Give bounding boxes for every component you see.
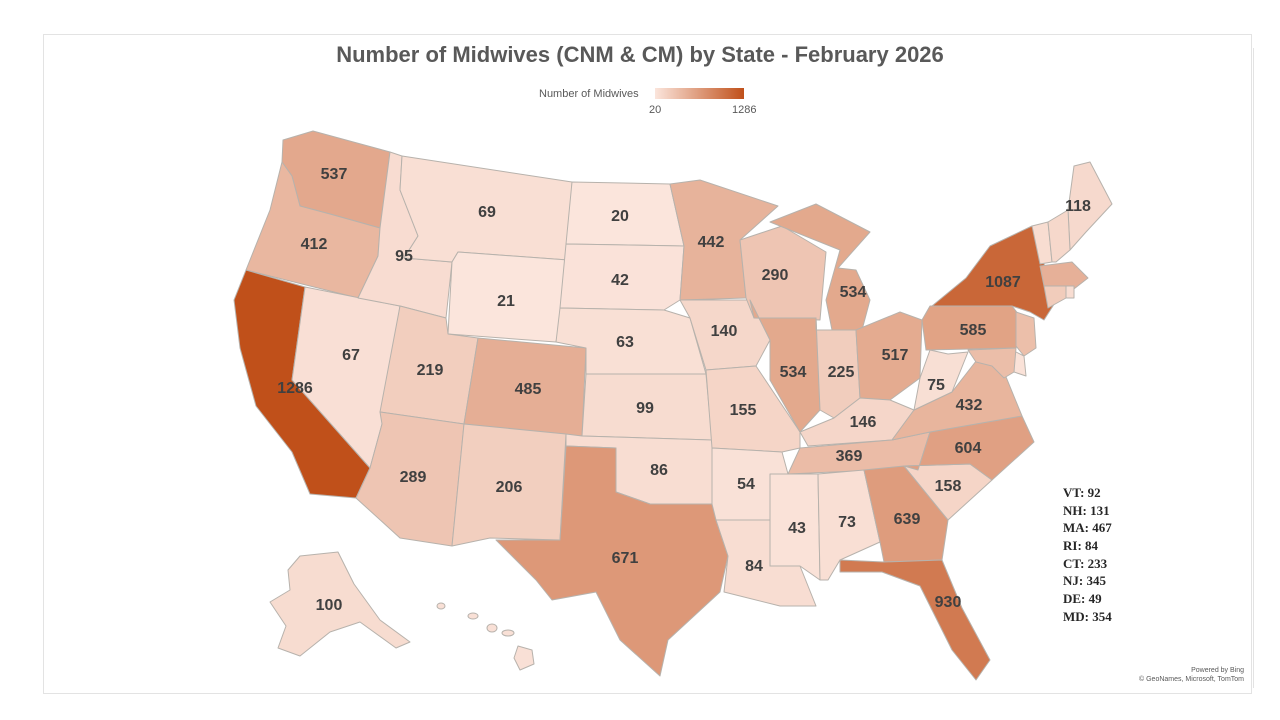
- label-ar: 54: [737, 476, 755, 493]
- list-item: DE: 49: [1063, 591, 1102, 607]
- label-ut: 219: [417, 362, 444, 379]
- state-nj[interactable]: [1015, 311, 1037, 357]
- label-mi: 534: [840, 284, 867, 301]
- label-wv: 75: [927, 377, 945, 394]
- label-ok: 86: [650, 462, 668, 479]
- label-ny: 1087: [985, 274, 1021, 291]
- label-ne: 63: [616, 334, 634, 351]
- list-item: VT: 92: [1063, 485, 1101, 500]
- list-item: CT: 233: [1063, 555, 1108, 571]
- label-fl: 930: [935, 594, 962, 611]
- attribution-line: Powered by Bing: [1191, 667, 1244, 674]
- list-item: NJ: 345: [1063, 573, 1106, 589]
- state-nh[interactable]: [1047, 209, 1071, 263]
- small-state-values-list: VT: 92 NH: 131 MA: 467 RI: 84 CT: 233 NJ…: [1063, 484, 1112, 626]
- list-item: RI: 84: [1063, 538, 1099, 554]
- legend-label: Number of Midwives: [539, 88, 639, 100]
- label-in: 225: [828, 364, 855, 381]
- label-sc: 158: [935, 478, 962, 495]
- legend-min-value: 20: [649, 104, 662, 116]
- label-tn: 369: [836, 448, 863, 465]
- legend-max-value: 1286: [732, 104, 757, 116]
- label-tx: 671: [612, 550, 639, 567]
- map-title: Number of Midwives (CNM & CM) by State -…: [336, 42, 944, 67]
- label-wa: 537: [321, 166, 348, 183]
- label-mo: 155: [730, 402, 757, 419]
- label-il: 534: [780, 364, 807, 381]
- label-ga: 639: [894, 511, 921, 528]
- map-attribution: Powered by Bing © GeoNames, Microsoft, T…: [1139, 666, 1244, 684]
- label-ia: 140: [711, 323, 738, 340]
- state-sd[interactable]: [559, 243, 685, 311]
- label-nc: 604: [955, 440, 982, 457]
- label-ms: 43: [788, 520, 806, 537]
- list-item: NH: 131: [1063, 502, 1110, 518]
- label-la: 84: [745, 558, 763, 575]
- label-pa: 585: [960, 322, 987, 339]
- state-nc[interactable]: [903, 415, 1035, 481]
- label-az: 289: [400, 469, 427, 486]
- state-ct[interactable]: [1043, 285, 1067, 309]
- label-nm: 206: [496, 479, 523, 496]
- label-co: 485: [515, 381, 542, 398]
- label-al: 73: [838, 514, 856, 531]
- state-nm[interactable]: [451, 423, 567, 547]
- label-oh: 517: [882, 347, 909, 364]
- list-item: MD: 354: [1063, 608, 1112, 624]
- state-mi[interactable]: [769, 203, 871, 331]
- label-me: 118: [1065, 198, 1091, 215]
- label-va: 432: [956, 397, 983, 414]
- label-or: 412: [301, 236, 328, 253]
- state-ms[interactable]: [769, 473, 821, 581]
- state-hi[interactable]: [436, 602, 535, 671]
- frame-edge: [1253, 48, 1254, 688]
- label-nd: 20: [611, 208, 629, 225]
- label-mt: 69: [478, 204, 496, 221]
- state-fl[interactable]: [839, 559, 991, 681]
- label-mn: 442: [698, 234, 725, 251]
- label-ky: 146: [850, 414, 877, 431]
- label-id: 95: [395, 248, 413, 265]
- legend-color-scale: [655, 88, 744, 99]
- label-ks: 99: [636, 400, 654, 417]
- label-ak: 100: [316, 597, 343, 614]
- state-ri[interactable]: [1065, 285, 1075, 299]
- list-item: MA: 467: [1063, 520, 1112, 536]
- state-tx[interactable]: [495, 445, 729, 677]
- state-value-labels: 537 412 1286 67 95 69 21 219 289 485 206…: [277, 166, 1091, 614]
- state-wv[interactable]: [913, 349, 969, 411]
- label-wi: 290: [762, 267, 789, 284]
- label-nv: 67: [342, 347, 360, 364]
- state-md[interactable]: [967, 347, 1017, 379]
- state-ky[interactable]: [799, 397, 915, 447]
- label-sd: 42: [611, 272, 629, 289]
- label-wy: 21: [497, 293, 515, 310]
- state-ma[interactable]: [1039, 261, 1089, 293]
- state-ak[interactable]: [269, 551, 411, 657]
- label-ca: 1286: [277, 380, 313, 397]
- attribution-line: © GeoNames, Microsoft, TomTom: [1139, 676, 1244, 683]
